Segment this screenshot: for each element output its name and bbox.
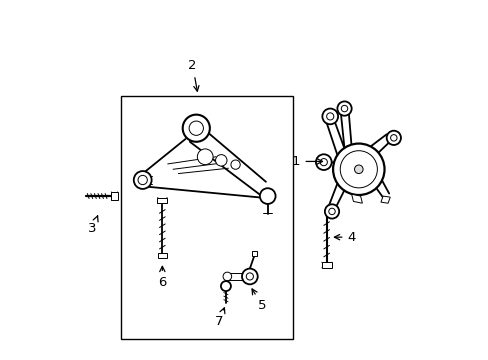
Text: 1: 1 xyxy=(291,155,322,168)
Circle shape xyxy=(315,154,331,170)
Circle shape xyxy=(340,151,377,188)
Circle shape xyxy=(386,131,400,145)
Circle shape xyxy=(246,273,253,280)
Circle shape xyxy=(183,114,209,142)
Bar xyxy=(157,198,167,203)
Bar xyxy=(226,273,247,280)
Circle shape xyxy=(390,135,396,141)
Circle shape xyxy=(320,158,326,166)
Circle shape xyxy=(215,155,226,166)
Circle shape xyxy=(324,204,339,219)
Bar xyxy=(121,96,292,339)
Text: 2: 2 xyxy=(188,59,199,91)
Circle shape xyxy=(332,144,384,195)
Text: 4: 4 xyxy=(334,231,355,244)
Circle shape xyxy=(337,102,351,116)
Circle shape xyxy=(326,113,333,120)
Circle shape xyxy=(322,109,337,124)
Polygon shape xyxy=(380,196,389,203)
Polygon shape xyxy=(351,194,362,203)
Circle shape xyxy=(189,121,203,135)
Circle shape xyxy=(354,165,363,174)
Bar xyxy=(251,251,257,256)
Text: 3: 3 xyxy=(88,216,98,235)
Circle shape xyxy=(138,175,147,185)
Circle shape xyxy=(197,149,213,165)
Text: 7: 7 xyxy=(214,308,224,328)
Circle shape xyxy=(134,171,151,189)
Bar xyxy=(158,253,166,258)
Circle shape xyxy=(230,160,240,169)
Bar xyxy=(111,192,118,201)
Circle shape xyxy=(328,208,335,215)
Circle shape xyxy=(242,269,257,284)
Circle shape xyxy=(223,272,231,281)
Circle shape xyxy=(259,188,275,204)
Text: 5: 5 xyxy=(251,289,266,312)
Circle shape xyxy=(341,105,347,112)
Bar xyxy=(321,262,331,268)
Circle shape xyxy=(221,281,230,291)
Text: 6: 6 xyxy=(158,266,166,289)
